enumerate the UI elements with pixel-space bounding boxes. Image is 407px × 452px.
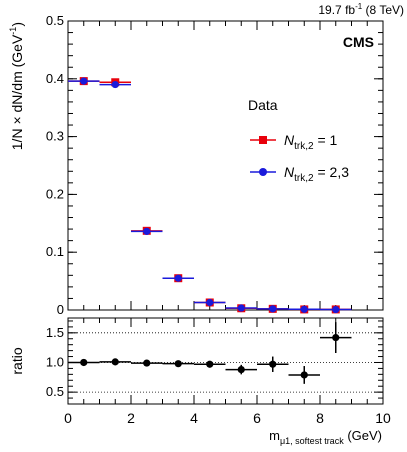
ratio-point xyxy=(332,333,340,342)
ratio-point xyxy=(237,366,245,374)
data-ntrk23-point xyxy=(206,298,214,307)
data-ntrk23-point xyxy=(143,227,151,235)
legend-entry-ntrk1: Ntrk,2 = 1 xyxy=(250,132,338,152)
top-y-tick-label: 0 xyxy=(57,302,64,317)
legend-ntrk1-label: Ntrk,2 = 1 xyxy=(284,132,338,152)
data-ntrk23-point xyxy=(237,304,245,312)
top-y-tick-label: 0.3 xyxy=(46,129,64,144)
ratio-point xyxy=(174,360,182,368)
x-tick-label: 0 xyxy=(64,410,72,426)
ratio-data-series xyxy=(68,322,352,384)
ratio-x-axis: 0 2 4 6 8 10 xyxy=(64,318,391,426)
legend-entry-ntrk23: Ntrk,2 = 2,3 xyxy=(250,164,349,184)
ratio-point xyxy=(143,359,151,367)
x-tick-label: 8 xyxy=(316,410,324,426)
ratio-y-tick-label: 1.5 xyxy=(46,325,64,340)
ratio-panel: 0.5 1.0 1.5 0 2 4 6 8 10 ratio mμ1, softest tra… xyxy=(9,317,391,446)
x-tick-label: 2 xyxy=(127,410,135,426)
ratio-y-tick-label: 1.0 xyxy=(46,354,64,369)
ratio-y-axis-label: ratio xyxy=(9,347,25,374)
data-ntrk23-point xyxy=(300,305,308,313)
top-y-tick-label: 0.4 xyxy=(46,71,64,86)
legend-ntrk23-marker xyxy=(259,168,267,176)
ratio-y-axis: 0.5 1.0 1.5 xyxy=(46,320,383,399)
x-tick-label: 6 xyxy=(253,410,261,426)
legend: Data Ntrk,2 = 1 Ntrk,2 = 2,3 xyxy=(248,97,349,184)
ratio-point xyxy=(80,358,88,367)
legend-ntrk1-marker xyxy=(259,136,267,144)
ratio-point xyxy=(111,358,119,366)
top-y-axis-label: 1/N × dN/dm (GeV-1) xyxy=(8,22,25,150)
data-ntrk23-point xyxy=(111,80,119,89)
top-panel: CMS 0 0.1 0.2 0.3 0.4 0.5 1/N × dN/dm (GeV-1)… xyxy=(8,13,384,317)
x-axis-label: mμ1, softest track (GeV) xyxy=(269,428,382,446)
ratio-point xyxy=(269,360,277,368)
ratio-point xyxy=(206,360,214,368)
top-data-series xyxy=(68,77,352,314)
cms-label: CMS xyxy=(343,34,374,50)
luminosity-label: 19.7 fb-1 (8 TeV) xyxy=(318,2,404,17)
top-y-tick-label: 0.1 xyxy=(46,244,64,259)
x-tick-label: 4 xyxy=(190,410,198,426)
x-tick-label: 10 xyxy=(375,410,391,426)
top-y-axis: 0 0.1 0.2 0.3 0.4 0.5 xyxy=(46,13,383,317)
data-ntrk23-point xyxy=(332,305,340,314)
top-y-tick-label: 0.5 xyxy=(46,13,64,28)
ratio-y-tick-label: 0.5 xyxy=(46,384,64,399)
data-ntrk23-point xyxy=(269,305,277,313)
data-ntrk23-point xyxy=(174,274,182,282)
legend-header: Data xyxy=(248,97,278,113)
data-ntrk23-point xyxy=(80,77,88,85)
ratio-point xyxy=(300,371,308,379)
legend-ntrk23-label: Ntrk,2 = 2,3 xyxy=(284,164,349,184)
top-y-tick-label: 0.2 xyxy=(46,186,64,201)
